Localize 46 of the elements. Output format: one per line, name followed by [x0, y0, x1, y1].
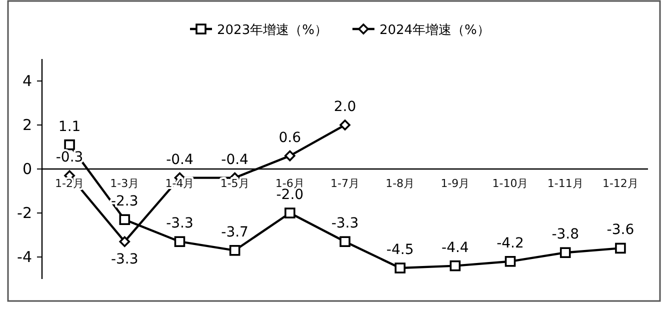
- point: [340, 120, 350, 130]
- data-label: -4.2: [496, 235, 524, 252]
- point: [174, 236, 186, 247]
- data-label: 0.6: [278, 130, 302, 146]
- point: [340, 236, 350, 247]
- point: [615, 242, 626, 254]
- data-label: -2.0: [276, 187, 304, 203]
- y-tick-label: -4: [17, 248, 32, 266]
- y-tick-label: 2: [22, 116, 32, 134]
- data-label: 1.1: [58, 118, 81, 135]
- x-tick-label: 1-8月: [386, 177, 415, 190]
- x-tick-label: 1-11月: [547, 177, 584, 190]
- legend-label: 2023年增速（%）: [217, 23, 328, 38]
- x-tick-label: 1-10月: [492, 177, 528, 190]
- point: [450, 260, 461, 272]
- legend-label: 2024年增速（%）: [379, 23, 490, 38]
- point: [64, 139, 75, 150]
- data-label: -0.4: [221, 152, 249, 168]
- point: [504, 256, 516, 267]
- y-tick-label: 4: [22, 72, 32, 90]
- data-label: -4.5: [386, 242, 414, 258]
- data-label: -0.4: [166, 152, 194, 168]
- x-tick-label: 1-5月: [220, 177, 250, 190]
- data-label: -3.6: [606, 222, 634, 238]
- data-label: -2.3: [110, 194, 138, 210]
- x-tick-label: 1-12月: [602, 177, 638, 190]
- y-tick-label: 0: [22, 160, 32, 178]
- point: [229, 245, 240, 256]
- point: [119, 214, 130, 225]
- data-label: 2.0: [334, 99, 356, 115]
- data-label: -3.3: [110, 252, 138, 268]
- data-label: -3.3: [331, 216, 359, 232]
- data-label: -3.7: [221, 224, 248, 240]
- data-label: -3.3: [166, 216, 194, 232]
- point: [394, 262, 406, 274]
- y-tick-label: -2: [17, 204, 32, 222]
- data-label: -4.4: [442, 240, 469, 256]
- point: [284, 208, 296, 218]
- point: [560, 247, 571, 258]
- x-tick-label: 1-6月: [275, 177, 304, 190]
- x-tick-label: 1-7月: [330, 177, 360, 190]
- point: [119, 236, 130, 247]
- data-label: -3.8: [552, 226, 580, 243]
- x-tick-label: 1-9月: [440, 177, 470, 190]
- x-tick-label: 1-3月: [110, 177, 140, 190]
- point: [284, 150, 296, 162]
